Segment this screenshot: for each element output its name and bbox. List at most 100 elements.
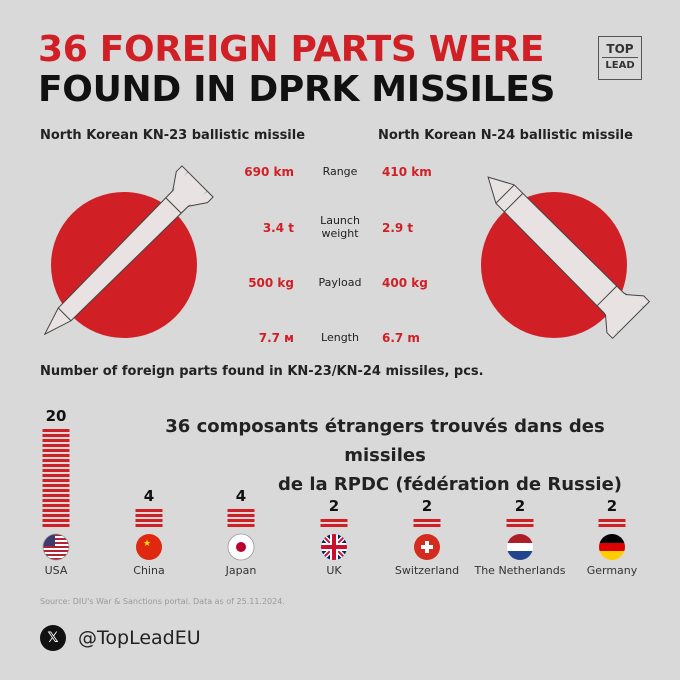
title-block: 36 FOREIGN PARTS WERE FOUND IN DPRK MISS… [38,30,555,110]
bar-stripe [42,474,70,477]
bar-stripe [227,524,255,527]
bar-stripe [42,464,70,467]
kn24-circle [481,192,627,338]
flag-japan-icon [227,533,255,561]
bar-stripe [413,519,441,522]
bar-germany [598,519,626,527]
bar-stripe [135,514,163,517]
category-label: Germany [586,564,638,577]
bar-stripe [42,434,70,437]
data-label: 2 [606,497,618,515]
flag-netherlands-icon [507,534,533,560]
bar-stripe [42,519,70,522]
category-label: China [133,564,165,577]
bar-stripe [42,439,70,442]
kn23-label: North Korean KN-23 ballistic missile [40,128,306,143]
bar-stripe [598,524,626,527]
bar-stripe [42,514,70,517]
bar-stripe [320,519,348,522]
bar-stripe [42,504,70,507]
flag-china-icon: ★ [136,534,162,560]
bar-stripe [598,519,626,522]
bar-stripe [42,489,70,492]
data-label: 20 [45,407,67,425]
data-label: 2 [514,497,526,515]
kn24-length: 6.7 m [382,331,420,345]
overlay-line2: de la RPDC (fédération de Russie) [277,474,623,495]
data-label: 2 [328,497,340,515]
kn24-missile-icon [487,176,651,340]
bar-stripe [42,459,70,462]
kn24-range: 410 km [382,165,432,179]
kn23-payload: 500 kg [248,276,294,290]
flag-germany-icon [599,534,625,560]
bar-stripe [506,524,534,527]
svg-text:★: ★ [143,539,151,549]
bar-stripe [42,509,70,512]
overlay-caption: 36 composants étrangers trouvés dans des… [120,412,640,499]
bar-stripe [135,519,163,522]
toplead-logo: TOP LEAD [598,36,642,80]
overlay-line1: 36 composants étrangers trouvés dans des… [165,416,605,466]
bar-stripe [320,524,348,527]
bar-the-netherlands [506,519,534,527]
bar-stripe [42,429,70,432]
kn24-label: North Korean N-24 ballistic missile [378,128,633,143]
bar-stripe [42,524,70,527]
bar-stripe [42,449,70,452]
bar-stripe [42,469,70,472]
bar-stripe [42,494,70,497]
spec-payload: 500 kg Payload 400 kg [232,276,452,310]
bar-stripe [227,509,255,512]
flag-switzerland-icon [414,534,440,560]
social-handle[interactable]: 𝕏 @TopLeadEU [40,624,201,652]
kn24-weight: 2.9 t [382,221,414,235]
bar-stripe [135,524,163,527]
bar-switzerland [413,519,441,527]
flag-usa-icon [42,533,70,561]
category-label: The Netherlands [474,564,566,577]
spec-length: 7.7 м Length 6.7 m [232,331,452,365]
flag-uk-icon [321,534,347,560]
bar-stripe [135,509,163,512]
bar-stripe [227,514,255,517]
bar-uk [320,519,348,527]
spec-weight: 3.4 t Launch weight 2.9 t [232,214,452,248]
chart-title: Number of foreign parts found in KN-23/K… [40,364,484,379]
logo-bottom: LEAD [605,60,635,71]
handle-text: @TopLeadEU [78,627,201,649]
kn23-length: 7.7 м [258,331,294,345]
bar-stripe [42,484,70,487]
kn23-range: 690 km [244,165,294,179]
spec-range-label: Range [322,165,358,178]
kn23-missile-icon [43,165,214,336]
category-label: Japan [225,564,257,577]
data-label: 4 [235,487,247,505]
spec-range: 690 km Range 410 km [232,165,452,199]
bar-stripe [42,444,70,447]
bar-usa [42,429,70,527]
category-label: USA [44,564,68,577]
spec-weight-label: Launch weight [320,214,360,240]
kn23-weight: 3.4 t [262,221,294,235]
bar-stripe [413,524,441,527]
bar-stripe [42,479,70,482]
bar-stripe [42,454,70,457]
x-logo-icon: 𝕏 [40,625,66,651]
source-note: Source: DIU's War & Sanctions portal. Da… [40,597,285,606]
bar-stripe [227,519,255,522]
data-label: 4 [143,487,155,505]
category-label: UK [326,564,342,577]
bars-group [42,429,626,527]
spec-payload-label: Payload [318,276,362,289]
bar-stripe [42,499,70,502]
spec-length-label: Length [321,331,359,344]
kn24-payload: 400 kg [382,276,428,290]
bar-japan [227,509,255,527]
category-label: Switzerland [394,564,460,577]
data-label: 2 [421,497,433,515]
title-line2: FOUND IN DPRK MISSILES [38,69,556,110]
title-line1: 36 FOREIGN PARTS WERE [38,29,545,70]
bar-stripe [506,519,534,522]
